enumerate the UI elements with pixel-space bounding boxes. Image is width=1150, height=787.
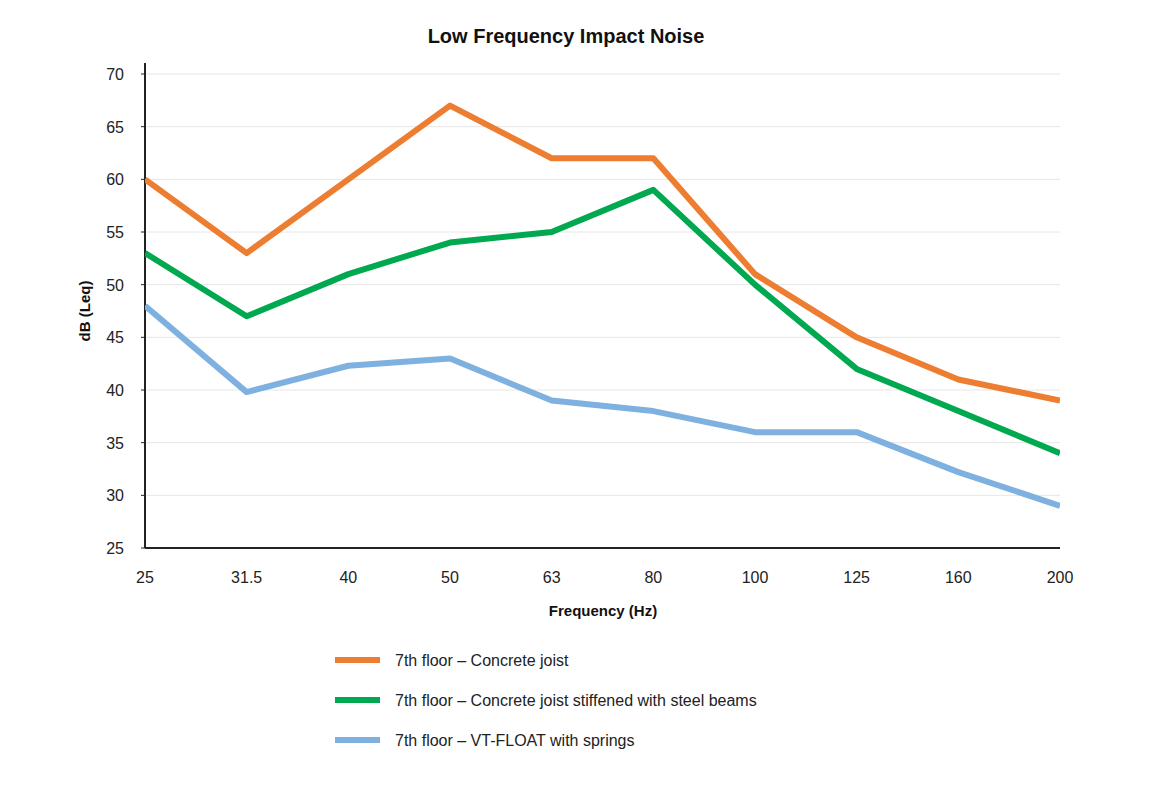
y-tick-label: 60 — [106, 171, 124, 188]
grid-line — [145, 442, 1060, 443]
y-tick-label: 25 — [106, 540, 124, 557]
legend-swatch — [335, 697, 380, 703]
series-line — [145, 190, 1060, 453]
grid-line — [145, 179, 1060, 180]
y-tick-label: 35 — [106, 435, 124, 452]
series-line — [145, 306, 1060, 506]
y-tick-label: 50 — [106, 277, 124, 294]
grid-line — [145, 126, 1060, 127]
x-tick-label: 63 — [543, 569, 561, 586]
y-tick-label: 40 — [106, 382, 124, 399]
x-tick-label: 100 — [742, 569, 769, 586]
x-tick-label: 80 — [644, 569, 662, 586]
legend-label: 7th floor – VT-FLOAT with springs — [395, 732, 635, 749]
grid-line — [145, 548, 1060, 549]
legend: 7th floor – Concrete joist 7th floor – Co… — [335, 652, 757, 749]
grid-line — [145, 390, 1060, 391]
x-tick-label: 31.5 — [231, 569, 262, 586]
grid-line — [145, 284, 1060, 285]
grid-line — [145, 495, 1060, 496]
series-line — [145, 106, 1060, 401]
y-tick-label: 55 — [106, 224, 124, 241]
y-tick-label: 65 — [106, 119, 124, 136]
y-axis-label: dB (Leq) — [76, 281, 93, 342]
legend-swatch — [335, 737, 380, 743]
x-tick-label: 40 — [339, 569, 357, 586]
x-tick-label: 125 — [843, 569, 870, 586]
x-tick-label: 200 — [1047, 569, 1074, 586]
legend-label: 7th floor – Concrete joist — [395, 652, 569, 669]
x-tick-label: 25 — [136, 569, 154, 586]
legend-label: 7th floor – Concrete joist stiffened wit… — [395, 692, 757, 709]
y-tick-label: 45 — [106, 329, 124, 346]
x-tick-label: 160 — [945, 569, 972, 586]
grid-line — [145, 74, 1060, 75]
chart-container: 25 30 35 40 45 50 55 60 65 70 25 31.5 40 50 63 80 100 125… — [0, 0, 1150, 787]
y-tick-label: 70 — [106, 66, 124, 83]
x-axis-label: Frequency (Hz) — [549, 602, 657, 619]
x-axis — [145, 547, 1060, 549]
y-tick-label: 30 — [106, 487, 124, 504]
chart-title: Low Frequency Impact Noise — [428, 25, 705, 47]
chart-svg: 25 30 35 40 45 50 55 60 65 70 25 31.5 40 50 63 80 100 125… — [0, 0, 1150, 787]
series-group — [145, 106, 1060, 506]
legend-swatch — [335, 657, 380, 663]
grid-line — [145, 232, 1060, 233]
grid-line — [145, 337, 1060, 338]
x-tick-label: 50 — [441, 569, 459, 586]
